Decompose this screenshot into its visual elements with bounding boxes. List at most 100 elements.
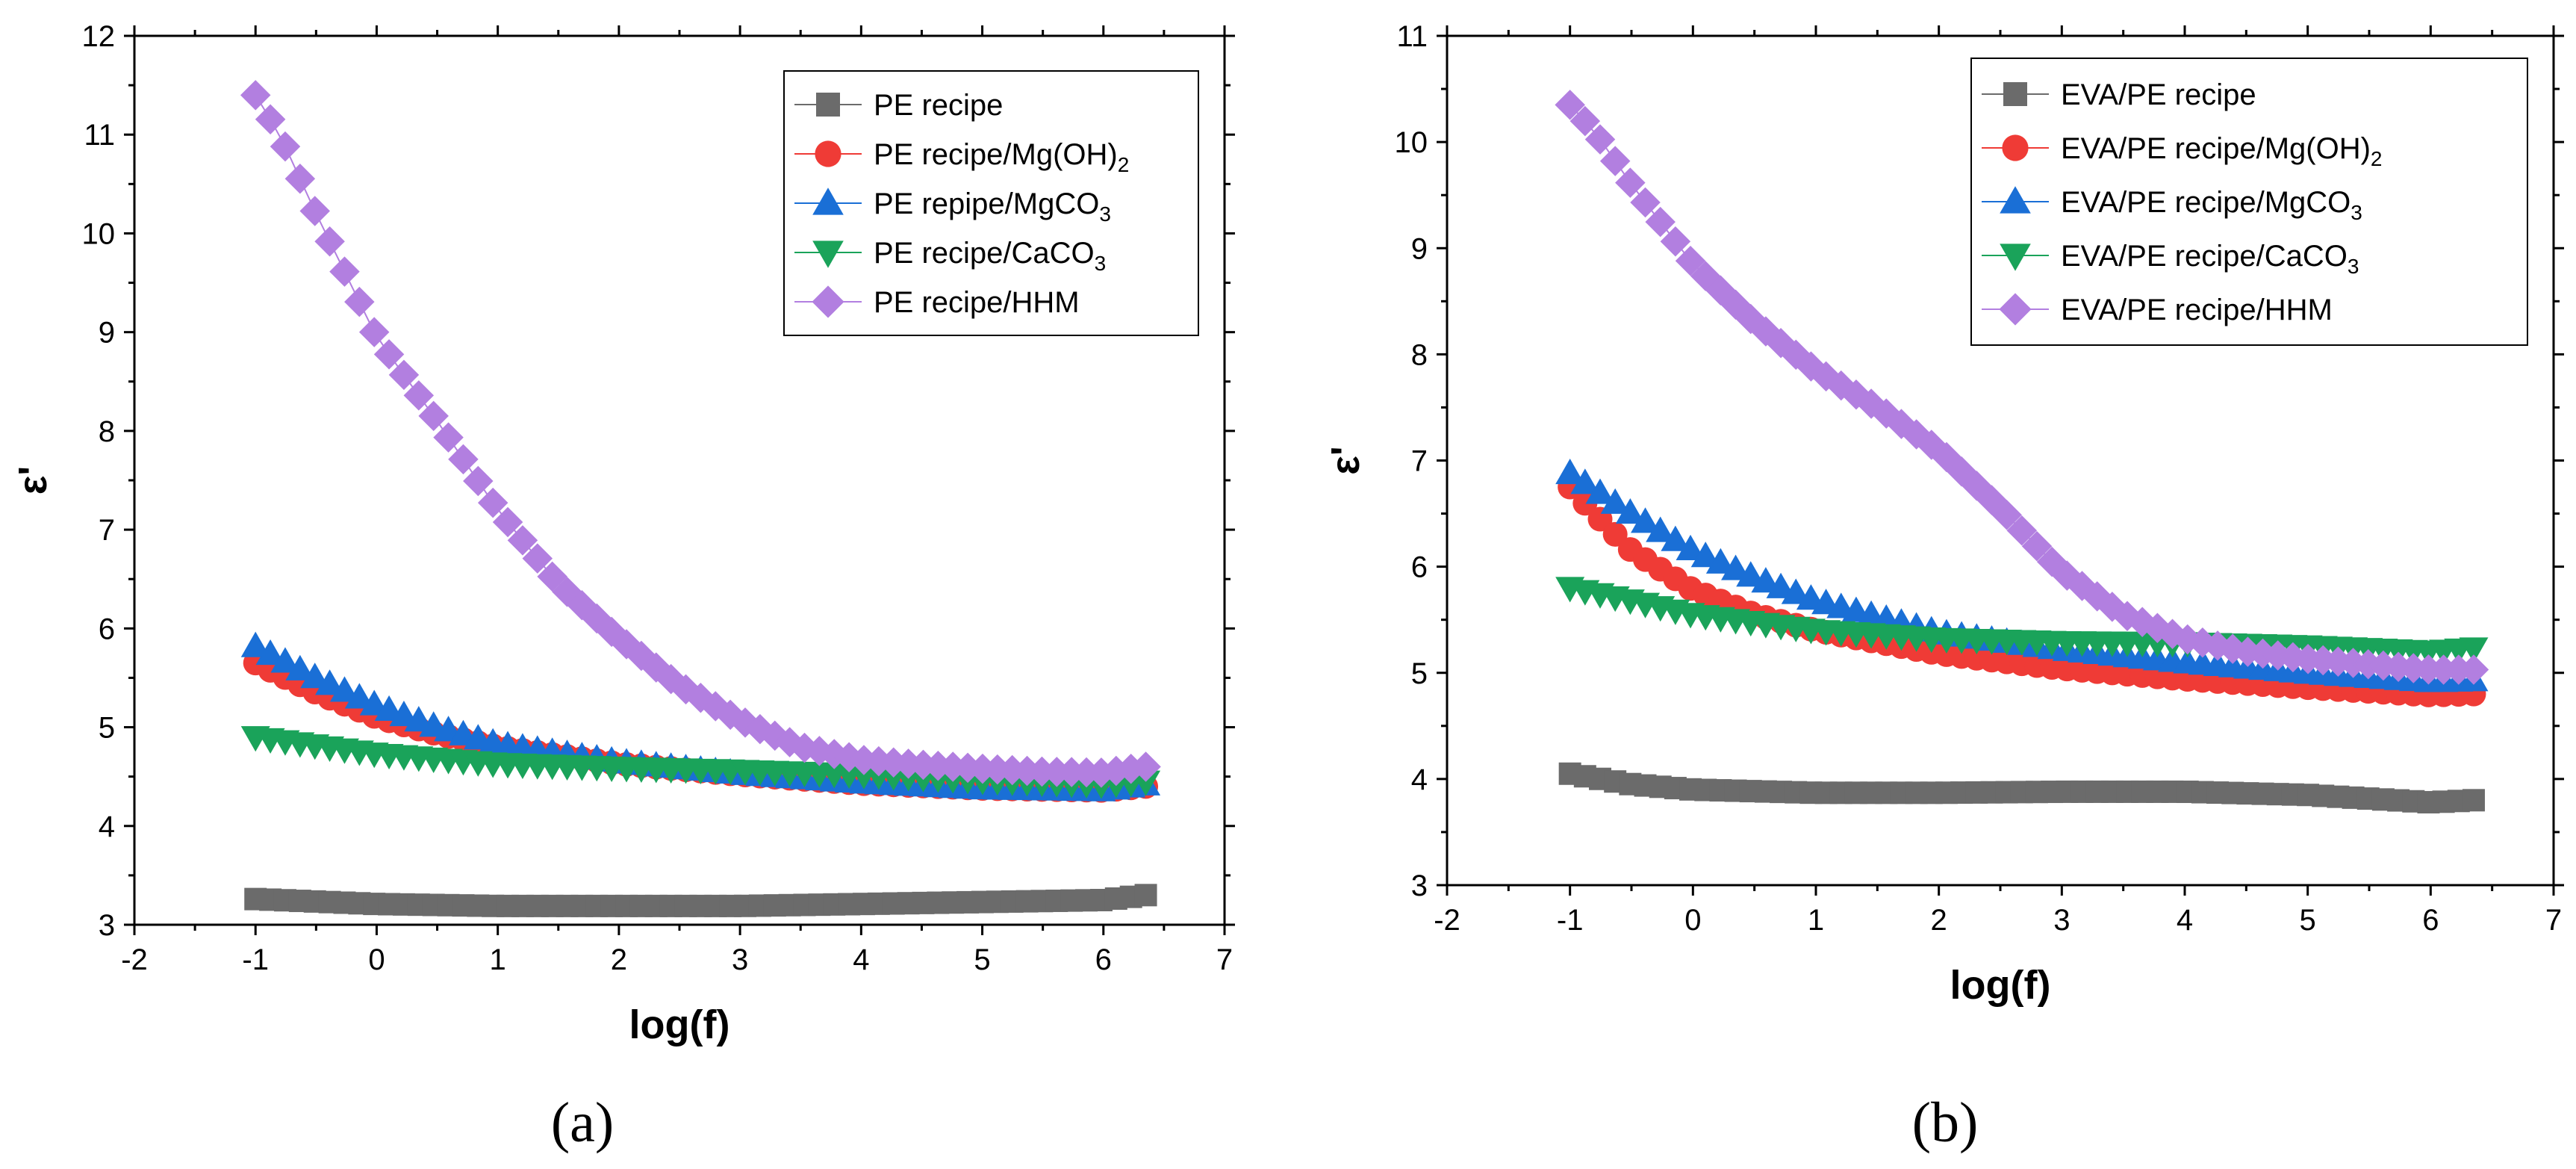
x-tick-label: 2 — [611, 943, 627, 976]
series-4 — [1555, 90, 2489, 685]
x-tick-label: -1 — [242, 943, 269, 976]
legend-label-subscript: 2 — [2371, 147, 2383, 170]
legend-marker — [816, 93, 840, 117]
y-tick-label: 11 — [84, 119, 115, 152]
data-point — [522, 543, 553, 574]
data-point — [1690, 542, 1720, 568]
y-tick-label: 3 — [1411, 869, 1428, 902]
data-point — [255, 639, 285, 666]
data-point — [477, 487, 508, 518]
data-point — [1751, 567, 1781, 593]
data-point — [1570, 468, 1600, 494]
y-tick-label: 4 — [1411, 763, 1428, 796]
data-point — [344, 286, 375, 317]
data-point — [1766, 572, 1796, 598]
data-point — [358, 317, 390, 347]
data-point — [240, 80, 271, 111]
data-point — [2021, 530, 2053, 562]
data-point — [1660, 226, 1691, 257]
y-axis-title: ε' — [10, 466, 55, 494]
y-tick-label: 9 — [99, 317, 115, 350]
legend-label-subscript: 3 — [1095, 252, 1107, 275]
y-tick-label: 11 — [1396, 20, 1428, 53]
legend-label-main: EVA/PE recipe/MgCO — [2061, 186, 2351, 219]
data-point — [314, 226, 345, 257]
legend-label-subscript: 3 — [2348, 255, 2359, 278]
data-point — [2459, 637, 2489, 663]
x-tick-label: -1 — [1557, 904, 1584, 937]
y-tick-label: 5 — [1411, 657, 1428, 690]
data-point — [403, 380, 435, 411]
data-point — [315, 669, 345, 695]
y-tick-label: 7 — [99, 514, 115, 547]
legend-label: EVA/PE recipe/Mg(OH)2 — [2061, 132, 2383, 170]
series-4 — [240, 80, 1161, 788]
y-tick-label: 10 — [82, 217, 116, 250]
data-point — [1781, 578, 1811, 604]
data-point — [1991, 500, 2022, 530]
data-point — [329, 676, 359, 702]
data-point — [329, 256, 360, 287]
legend-label: EVA/PE recipe — [2061, 78, 2256, 111]
legend-label-subscript: 2 — [1118, 153, 1130, 176]
x-tick-label: 7 — [2545, 904, 2562, 937]
data-point — [2458, 654, 2489, 685]
x-tick-label: 0 — [1684, 904, 1701, 937]
data-point — [492, 506, 523, 538]
data-point — [1131, 770, 1161, 796]
legend-label: PE repipe/MgCO3 — [874, 187, 1111, 226]
x-tick-label: 4 — [853, 943, 869, 976]
x-tick-label: 6 — [1095, 943, 1112, 976]
data-point — [1705, 548, 1735, 574]
chart-panel-b: -2 -1 0 1 2 3 4 5 6 7 3 4 5 6 7 8 9 10 11 log(f) ε' EVA/PE re… — [1323, 20, 2564, 1154]
x-axis-title: log(f) — [1950, 963, 2051, 1008]
data-point — [463, 465, 494, 497]
panel-label: (a) — [551, 1091, 614, 1154]
data-point — [388, 359, 420, 391]
y-tick-label: 6 — [1411, 551, 1428, 584]
x-tick-label: 7 — [1216, 943, 1233, 976]
legend-label-subscript: 3 — [2351, 201, 2362, 224]
y-tick-label: 7 — [1411, 445, 1428, 478]
data-point — [1615, 497, 1645, 524]
legend: PE recipe PE recipe/Mg(OH)2 PE repipe/MgCO… — [783, 70, 1199, 336]
legend-box — [1970, 58, 2528, 346]
y-tick-label: 8 — [99, 415, 115, 448]
legend-label: PE recipe — [874, 89, 1003, 122]
data-point — [2006, 515, 2038, 546]
legend-label-main: PE repipe/MgCO — [874, 187, 1099, 220]
data-point — [804, 736, 835, 766]
data-point — [1736, 561, 1766, 587]
data-point — [1600, 488, 1630, 514]
x-tick-label: 5 — [974, 943, 990, 976]
legend-label-subscript: 3 — [1099, 202, 1111, 226]
data-point — [255, 104, 286, 134]
data-point — [507, 525, 538, 556]
legend-marker — [2000, 244, 2031, 271]
y-tick-label: 8 — [1411, 338, 1428, 371]
data-point — [270, 131, 301, 162]
data-point — [1584, 124, 1616, 155]
data-point — [1615, 167, 1646, 198]
data-point — [1130, 751, 1161, 782]
data-point — [2462, 789, 2485, 812]
x-tick-label: -2 — [1434, 904, 1460, 937]
legend-label: EVA/PE recipe/HHM — [2061, 294, 2333, 326]
data-point — [1646, 516, 1676, 542]
x-tick-label: -2 — [121, 943, 148, 976]
x-tick-label: 2 — [1931, 904, 1947, 937]
x-tick-label: 1 — [1808, 904, 1824, 937]
series-0 — [244, 884, 1157, 917]
x-tick-label: 4 — [2177, 904, 2193, 937]
legend-label: PE recipe/HHM — [874, 286, 1080, 319]
x-tick-label: 5 — [2300, 904, 2316, 937]
data-point — [448, 444, 479, 475]
x-tick-label: 6 — [2422, 904, 2439, 937]
data-point — [1602, 521, 1628, 547]
legend-label-main: EVA/PE recipe/Mg(OH) — [2061, 132, 2371, 165]
legend-label-main: PE recipe/CaCO — [874, 237, 1095, 270]
panel-label: (b) — [1912, 1091, 1979, 1154]
legend-label: EVA/PE recipe/MgCO3 — [2061, 186, 2362, 224]
